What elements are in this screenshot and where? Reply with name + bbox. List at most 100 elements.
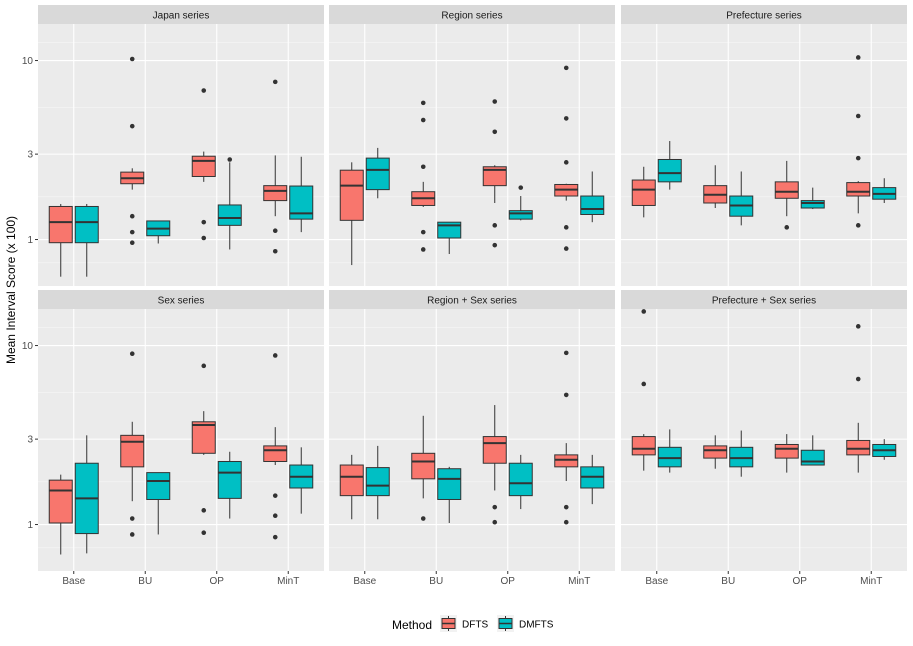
outlier-point — [129, 351, 135, 357]
outlier-point — [563, 392, 569, 398]
box-bu-dfts — [703, 435, 728, 469]
outlier-point — [563, 350, 569, 356]
outlier-point — [272, 353, 278, 358]
box-iqr — [365, 157, 390, 191]
outlier-point — [129, 532, 135, 537]
box-bu-dfts — [411, 100, 436, 252]
y-tick-label: 10 — [22, 341, 34, 352]
outlier-point — [420, 516, 426, 521]
facet-strip — [329, 5, 615, 24]
box-base-dmfts — [74, 203, 99, 277]
box-iqr — [339, 169, 364, 221]
box-iqr — [263, 185, 288, 202]
box-mint-dfts — [846, 324, 871, 473]
legend-item-dmfts: DMFTS — [497, 615, 554, 632]
legend: Method DFTS DMFTS — [392, 615, 554, 632]
box-op-dmfts — [217, 451, 242, 519]
box-mint-dfts — [554, 350, 579, 525]
x-tick-label: MinT — [277, 576, 299, 587]
facet-title: Prefecture series — [726, 11, 802, 22]
box-base-dmfts — [657, 141, 682, 190]
outlier-point — [129, 229, 135, 235]
box-bu-dfts — [411, 415, 436, 521]
outlier-point — [492, 223, 498, 228]
box-iqr — [800, 449, 825, 466]
outlier-point — [855, 155, 861, 161]
outlier-point — [563, 65, 569, 71]
y-tick-label: 3 — [27, 150, 33, 161]
box-iqr — [482, 166, 507, 187]
outlier-point — [129, 516, 135, 521]
box-iqr — [120, 434, 145, 468]
outlier-point — [855, 376, 861, 382]
panel-background — [329, 24, 615, 286]
box-base-dfts — [339, 454, 364, 520]
box-iqr — [411, 452, 436, 480]
y-tick-label: 10 — [22, 56, 34, 67]
box-op-dmfts — [508, 185, 533, 221]
outlier-point — [492, 129, 498, 135]
outlier-point — [420, 100, 426, 106]
y-tick-label: 1 — [27, 520, 33, 531]
box-op-dfts — [482, 405, 507, 525]
outlier-point — [563, 160, 569, 165]
outlier-point — [129, 123, 135, 129]
box-base-dfts — [631, 309, 656, 471]
outlier-point — [855, 223, 861, 228]
x-tick-label: MinT — [860, 576, 882, 587]
box-base-dfts — [631, 166, 656, 218]
x-tick-label: BU — [429, 576, 443, 587]
facet-panel: Region series — [329, 5, 615, 286]
facet-strip — [621, 290, 907, 309]
box-op-dmfts — [508, 454, 533, 510]
box-op-dmfts — [800, 435, 825, 466]
box-mint-dmfts — [872, 439, 897, 460]
box-iqr — [800, 200, 825, 209]
box-iqr — [191, 155, 216, 177]
box-iqr — [365, 467, 390, 497]
box-iqr — [508, 462, 533, 497]
box-bu-dfts — [703, 165, 728, 209]
facet-panel: Prefecture + Sex series Base BU OP MinT — [621, 290, 907, 587]
x-tick-label: Base — [645, 576, 668, 587]
box-iqr — [631, 179, 656, 206]
x-tick-label: MinT — [568, 576, 590, 587]
y-axis-title: Mean Interval Score (x 100) — [4, 216, 18, 364]
facet-panel: Japan series 1 3 10 — [22, 5, 324, 286]
outlier-point — [272, 493, 278, 498]
box-iqr — [846, 439, 871, 456]
x-tick-label: Base — [62, 576, 85, 587]
box-op-dfts — [774, 434, 799, 473]
box-iqr — [580, 195, 605, 215]
box-mint-dmfts — [872, 178, 897, 203]
outlier-point — [420, 229, 426, 235]
outlier-point — [563, 519, 569, 525]
box-mint-dmfts — [580, 171, 605, 223]
outlier-point — [201, 530, 207, 536]
legend-label: DFTS — [462, 620, 488, 631]
box-iqr — [263, 445, 288, 462]
facet-title: Sex series — [158, 296, 205, 307]
outlier-point — [420, 164, 426, 170]
outlier-point — [201, 508, 207, 513]
box-mint-dmfts — [580, 454, 605, 505]
legend-item-dfts: DFTS — [440, 615, 488, 632]
box-iqr — [846, 182, 871, 197]
facet-title: Prefecture + Sex series — [712, 296, 816, 307]
facet-strip — [38, 5, 324, 24]
outlier-point — [784, 225, 790, 230]
legend-label: DMFTS — [519, 620, 554, 631]
outlier-point — [129, 213, 135, 219]
box-iqr — [554, 454, 579, 468]
outlier-point — [272, 534, 278, 540]
outlier-point — [272, 228, 278, 234]
box-bu-dmfts — [437, 221, 462, 255]
box-op-dfts — [191, 88, 216, 241]
panel-background — [621, 24, 907, 286]
box-iqr — [703, 445, 728, 459]
x-tick-label: OP — [793, 576, 808, 587]
box-iqr — [146, 472, 171, 500]
outlier-point — [201, 88, 207, 93]
outlier-point — [492, 504, 498, 510]
box-base-dfts — [339, 162, 364, 266]
